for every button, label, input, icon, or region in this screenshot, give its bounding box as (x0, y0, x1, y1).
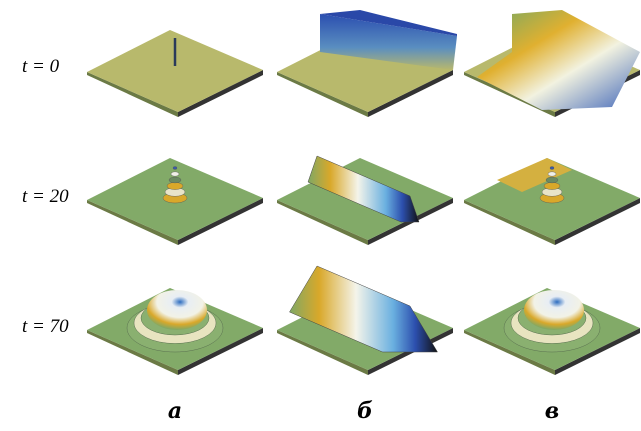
ridge (289, 265, 438, 353)
column-label: а (168, 398, 182, 424)
plane-edge (277, 200, 368, 245)
plane-edge (178, 70, 263, 117)
cone-ring (545, 176, 559, 184)
plane-edge (178, 328, 263, 375)
plane-edge (555, 328, 640, 375)
row-label: t = 0 (22, 56, 60, 77)
plane-edge (87, 330, 178, 375)
surfaces (87, 10, 640, 375)
plane-edge (277, 72, 368, 117)
cone-ring (168, 176, 182, 184)
row-label: t = 70 (22, 316, 69, 337)
cone-ring (166, 182, 184, 190)
plane-edge (464, 72, 555, 117)
column-label: б (357, 398, 373, 424)
plane-edge (555, 198, 640, 245)
cone-ring (543, 182, 561, 190)
plane-edge (464, 330, 555, 375)
plane-edge (368, 70, 453, 117)
wall (320, 14, 457, 70)
plane-edge (464, 200, 555, 245)
cone-ring (547, 171, 557, 177)
dome (524, 290, 584, 330)
cone-ring (549, 166, 555, 170)
cone-ring (172, 166, 178, 170)
ridge (307, 155, 420, 223)
dome (147, 290, 207, 330)
column-label: в (545, 398, 559, 424)
cone-ring (170, 171, 180, 177)
plane-edge (87, 72, 178, 117)
fan (477, 10, 640, 110)
plane-edge (178, 198, 263, 245)
plane-edge (277, 330, 368, 375)
row-label: t = 20 (22, 186, 69, 207)
plane (87, 30, 263, 112)
wall-top (320, 10, 457, 36)
plane-edge (87, 200, 178, 245)
